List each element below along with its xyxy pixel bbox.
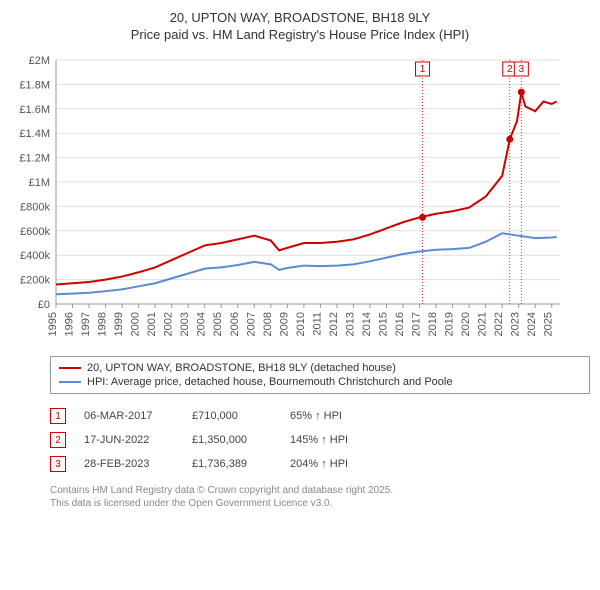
x-tick-label: 2024 xyxy=(526,312,538,336)
event-pct: 145% ↑ HPI xyxy=(290,434,380,446)
y-tick-label: £400k xyxy=(20,250,50,262)
x-tick-label: 2016 xyxy=(394,312,406,336)
x-tick-label: 2022 xyxy=(493,312,505,336)
event-row: 1 06-MAR-2017 £710,000 65% ↑ HPI xyxy=(50,404,590,428)
y-tick-label: £200k xyxy=(20,275,50,287)
x-tick-label: 1999 xyxy=(113,312,125,336)
event-list: 1 06-MAR-2017 £710,000 65% ↑ HPI 2 17-JUN-202… xyxy=(50,404,590,476)
x-tick-label: 2023 xyxy=(510,312,522,336)
x-tick-label: 2021 xyxy=(477,312,489,336)
x-tick-label: 2018 xyxy=(427,312,439,336)
event-date: 06-MAR-2017 xyxy=(84,410,174,422)
event-row: 3 28-FEB-2023 £1,736,389 204% ↑ HPI xyxy=(50,452,590,476)
event-row: 2 17-JUN-2022 £1,350,000 145% ↑ HPI xyxy=(50,428,590,452)
x-tick-label: 2025 xyxy=(543,312,555,336)
line-chart-svg: £0 £200k £400k £600k £800k £1M £1.2M £1.4M £1.6M… xyxy=(10,50,570,350)
event-date: 17-JUN-2022 xyxy=(84,434,174,446)
event-marker-num: 3 xyxy=(519,64,525,75)
event-pct: 65% ↑ HPI xyxy=(290,410,380,422)
y-tick-label: £600k xyxy=(20,226,50,238)
x-tick-label: 2014 xyxy=(361,312,373,336)
legend: 20, UPTON WAY, BROADSTONE, BH18 9LY (det… xyxy=(50,356,590,394)
y-tick-label: £1.6M xyxy=(19,104,50,116)
event-number-badge: 1 xyxy=(50,408,66,424)
event-price: £710,000 xyxy=(192,410,272,422)
x-tick-label: 2012 xyxy=(328,312,340,336)
event-date: 28-FEB-2023 xyxy=(84,458,174,470)
x-tick-label: 1998 xyxy=(97,312,109,336)
legend-label: 20, UPTON WAY, BROADSTONE, BH18 9LY (det… xyxy=(87,362,396,374)
x-tick-label: 2015 xyxy=(377,312,389,336)
x-tick-label: 1997 xyxy=(80,312,92,336)
x-tick-label: 2008 xyxy=(262,312,274,336)
x-tick-label: 2013 xyxy=(344,312,356,336)
y-tick-label: £1M xyxy=(29,177,50,189)
data-marker xyxy=(518,89,525,96)
y-tick-label: £0 xyxy=(38,299,50,311)
x-tick-label: 2010 xyxy=(295,312,307,336)
event-number-badge: 3 xyxy=(50,456,66,472)
x-tick-label: 1995 xyxy=(47,312,59,336)
title-line-2: Price paid vs. HM Land Registry's House … xyxy=(10,27,590,42)
event-pct: 204% ↑ HPI xyxy=(290,458,380,470)
legend-swatch xyxy=(59,367,81,370)
x-tick-label: 2004 xyxy=(196,312,208,336)
legend-row: HPI: Average price, detached house, Bour… xyxy=(59,375,581,389)
chart-title-block: 20, UPTON WAY, BROADSTONE, BH18 9LY Pric… xyxy=(10,10,590,42)
x-tick-label: 2002 xyxy=(163,312,175,336)
legend-swatch xyxy=(59,381,81,384)
x-tick-label: 2011 xyxy=(311,312,323,336)
y-tick-label: £1.8M xyxy=(19,79,50,91)
x-tick-label: 2007 xyxy=(245,312,257,336)
x-tick-label: 2001 xyxy=(146,312,158,336)
y-tick-label: £800k xyxy=(20,201,50,213)
footer-line-1: Contains HM Land Registry data © Crown c… xyxy=(50,484,590,497)
event-marker-num: 2 xyxy=(507,64,513,75)
y-tick-label: £1.2M xyxy=(19,153,50,165)
event-price: £1,736,389 xyxy=(192,458,272,470)
footer-line-2: This data is licensed under the Open Gov… xyxy=(50,497,590,510)
footer-attribution: Contains HM Land Registry data © Crown c… xyxy=(50,484,590,510)
event-marker-num: 1 xyxy=(420,64,426,75)
x-tick-label: 2005 xyxy=(212,312,224,336)
x-tick-label: 2009 xyxy=(278,312,290,336)
legend-row: 20, UPTON WAY, BROADSTONE, BH18 9LY (det… xyxy=(59,361,581,375)
y-tick-label: £2M xyxy=(29,55,50,67)
x-tick-label: 2020 xyxy=(460,312,472,336)
legend-label: HPI: Average price, detached house, Bour… xyxy=(87,376,452,388)
event-price: £1,350,000 xyxy=(192,434,272,446)
x-tick-label: 2019 xyxy=(444,312,456,336)
x-tick-label: 2003 xyxy=(179,312,191,336)
x-tick-label: 1996 xyxy=(64,312,76,336)
x-tick-label: 2006 xyxy=(229,312,241,336)
x-tick-label: 2000 xyxy=(130,312,142,336)
y-tick-label: £1.4M xyxy=(19,128,50,140)
title-line-1: 20, UPTON WAY, BROADSTONE, BH18 9LY xyxy=(10,10,590,25)
event-number-badge: 2 xyxy=(50,432,66,448)
x-tick-label: 2017 xyxy=(411,312,423,336)
chart-container: £0 £200k £400k £600k £800k £1M £1.2M £1.4M £1.6M… xyxy=(10,50,590,350)
